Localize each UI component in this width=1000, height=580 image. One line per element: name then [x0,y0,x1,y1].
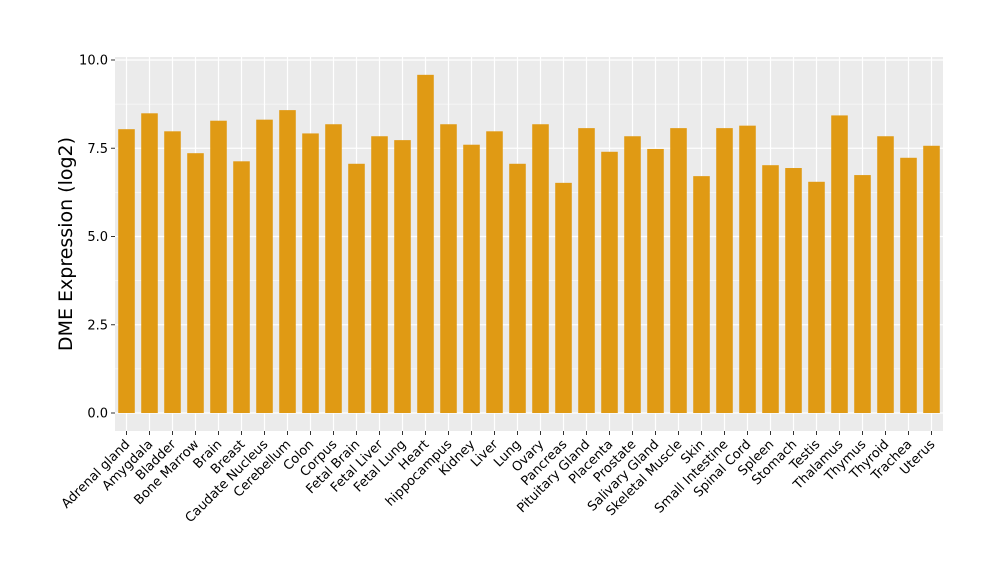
bar [233,161,250,413]
bar [302,133,319,413]
bar [900,157,917,413]
y-axis-title: DME Expression (log2) [55,137,77,351]
bar [785,168,802,413]
y-tick-label: 5.0 [87,230,108,245]
bar [164,131,181,413]
bars [118,74,940,414]
bar [762,165,779,413]
y-tick-label: 0.0 [87,407,108,422]
bar [578,128,595,413]
bar [486,131,503,413]
bar [256,119,273,414]
bar [463,144,480,413]
bar [854,175,871,413]
bar [923,145,940,414]
y-tick-label: 7.5 [87,142,108,157]
bar [601,151,618,413]
bar [348,163,365,413]
bar [716,128,733,413]
bar [670,128,687,413]
bar [509,163,526,413]
bar [647,148,664,413]
bar [118,129,135,414]
bar [187,153,204,413]
y-tick-label: 2.5 [87,318,108,333]
bar [555,182,572,413]
bar [693,176,710,413]
bar [440,124,457,413]
bar [394,140,411,414]
bar [325,124,342,413]
bar [210,120,227,413]
bar [831,115,848,414]
bar [624,136,641,414]
y-tick-label: 10.0 [79,54,108,69]
bar [877,136,894,414]
bar [739,125,756,414]
bar [808,181,825,413]
y-axis: 0.0 2.5 5.0 7.5 10.0 [79,54,115,422]
bar [532,124,549,413]
bar [141,113,158,413]
bar [371,136,388,414]
bar [279,110,296,413]
bar [417,74,434,414]
